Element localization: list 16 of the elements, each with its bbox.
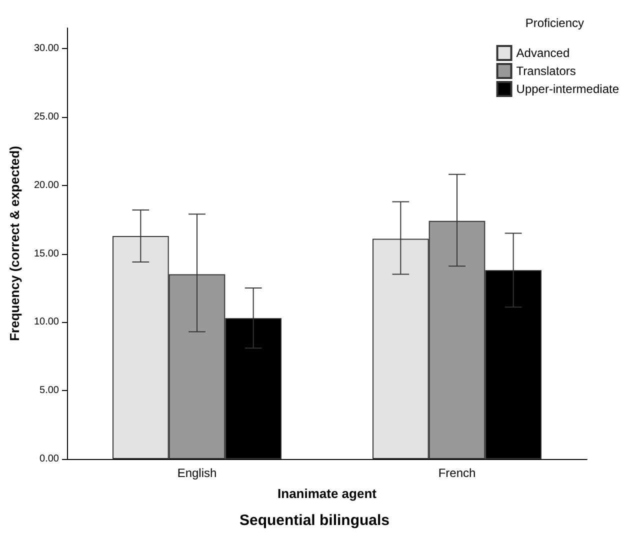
text: Sequential bilinguals <box>239 512 390 529</box>
y-tick-label: 20.00 <box>34 180 60 191</box>
y-tick-label: 25.00 <box>34 111 60 122</box>
y-tick-label: 0.00 <box>40 454 60 464</box>
y-tick-label: 30.00 <box>34 43 60 54</box>
y-axis-title: Frequency (correct & expected) <box>7 146 22 342</box>
x-axis-title: Inanimate agent <box>278 486 378 501</box>
y-tick-label: 15.00 <box>34 248 60 260</box>
x-tick-label: English <box>177 466 217 480</box>
x-tick-label: French <box>438 466 476 480</box>
legend-title: Proficiency <box>525 16 584 30</box>
y-tick-label: 10.00 <box>34 316 60 328</box>
legend-label: Upper-intermediate <box>516 82 620 96</box>
legend-label: Translators <box>516 64 576 78</box>
y-tick-label: 5.00 <box>40 385 60 396</box>
legend-label: Advanced <box>516 46 570 60</box>
